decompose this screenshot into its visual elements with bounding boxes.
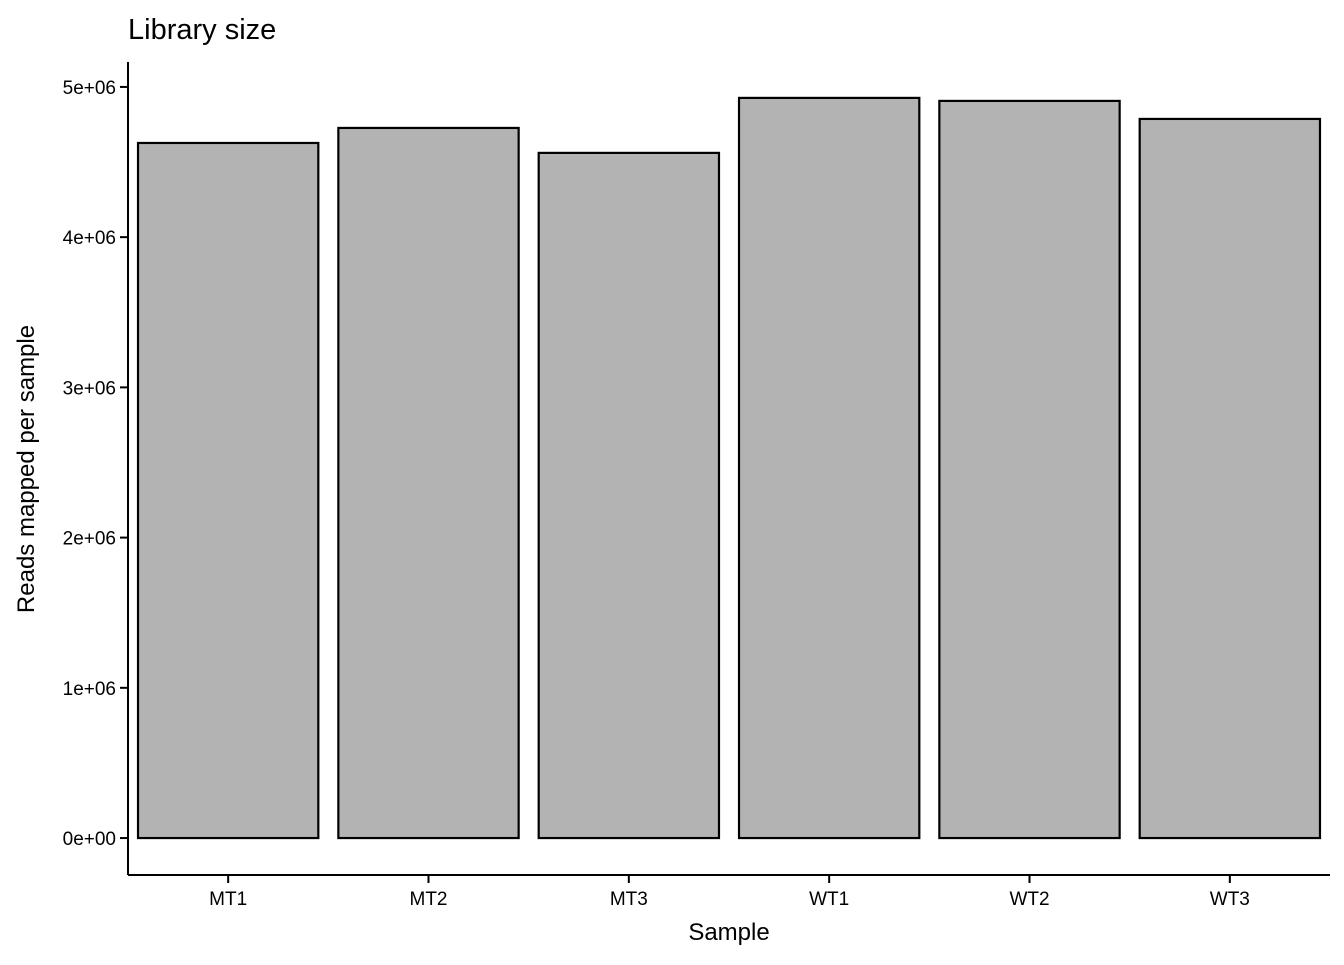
y-tick-label: 3e+06: [63, 378, 116, 399]
x-tick-label: MT3: [610, 889, 648, 910]
y-tick-label: 5e+06: [63, 78, 116, 99]
bar-WT2: [938, 99, 1121, 840]
bar-MT1: [136, 141, 320, 840]
bar-WT1: [737, 96, 921, 840]
y-tick-label: 2e+06: [63, 529, 116, 550]
y-tick-label: 1e+06: [63, 679, 116, 700]
x-tick-label: MT1: [209, 889, 247, 910]
x-tick-label: WT1: [809, 889, 849, 910]
y-tick-label: 0e+00: [63, 829, 116, 850]
bar-MT3: [537, 151, 721, 840]
x-tick-label: WT3: [1210, 889, 1250, 910]
x-tick-label: WT2: [1009, 889, 1049, 910]
bar-WT3: [1138, 117, 1322, 840]
x-tick-label: MT2: [410, 889, 448, 910]
y-axis-label: Reads mapped per sample: [13, 325, 40, 613]
chart-title: Library size: [128, 14, 276, 46]
bar-MT2: [337, 126, 520, 840]
x-axis-label: Sample: [688, 919, 769, 946]
y-tick-label: 4e+06: [63, 228, 116, 249]
